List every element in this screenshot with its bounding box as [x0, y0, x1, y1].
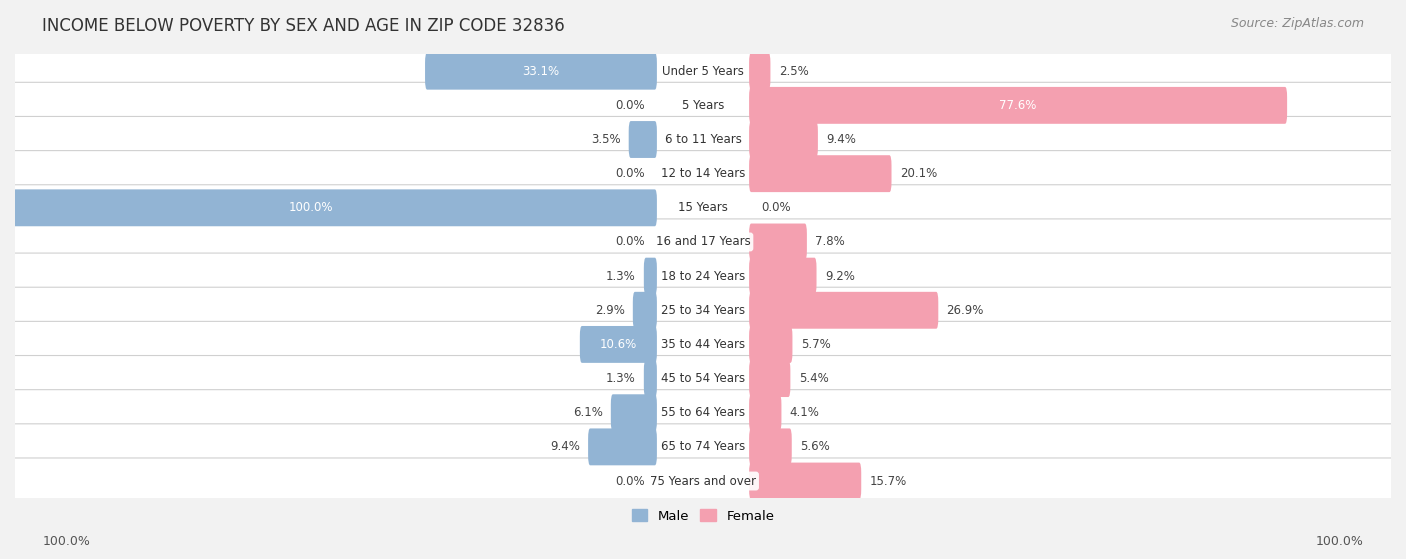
FancyBboxPatch shape	[633, 292, 657, 329]
Text: 18 to 24 Years: 18 to 24 Years	[661, 269, 745, 283]
FancyBboxPatch shape	[13, 287, 1393, 333]
Text: 0.0%: 0.0%	[614, 475, 644, 487]
Text: 3.5%: 3.5%	[591, 133, 620, 146]
FancyBboxPatch shape	[749, 428, 792, 465]
Text: 100.0%: 100.0%	[42, 535, 90, 548]
Text: 2.5%: 2.5%	[779, 65, 808, 78]
Text: 6 to 11 Years: 6 to 11 Years	[665, 133, 741, 146]
Text: 65 to 74 Years: 65 to 74 Years	[661, 440, 745, 453]
FancyBboxPatch shape	[749, 360, 790, 397]
FancyBboxPatch shape	[588, 428, 657, 465]
FancyBboxPatch shape	[749, 155, 891, 192]
Text: 33.1%: 33.1%	[523, 65, 560, 78]
Text: 0.0%: 0.0%	[614, 99, 644, 112]
FancyBboxPatch shape	[13, 424, 1393, 470]
Text: 35 to 44 Years: 35 to 44 Years	[661, 338, 745, 351]
Text: 4.1%: 4.1%	[790, 406, 820, 419]
Text: 9.4%: 9.4%	[550, 440, 579, 453]
FancyBboxPatch shape	[425, 53, 657, 89]
Text: 55 to 64 Years: 55 to 64 Years	[661, 406, 745, 419]
Text: 7.8%: 7.8%	[815, 235, 845, 248]
FancyBboxPatch shape	[644, 360, 657, 397]
FancyBboxPatch shape	[749, 326, 793, 363]
FancyBboxPatch shape	[749, 394, 782, 431]
Text: 25 to 34 Years: 25 to 34 Years	[661, 304, 745, 317]
Text: INCOME BELOW POVERTY BY SEX AND AGE IN ZIP CODE 32836: INCOME BELOW POVERTY BY SEX AND AGE IN Z…	[42, 17, 565, 35]
Text: 26.9%: 26.9%	[946, 304, 984, 317]
Text: 9.2%: 9.2%	[825, 269, 855, 283]
FancyBboxPatch shape	[749, 224, 807, 260]
Text: 100.0%: 100.0%	[1316, 535, 1364, 548]
Text: 77.6%: 77.6%	[1000, 99, 1036, 112]
FancyBboxPatch shape	[13, 458, 1393, 504]
Text: 5 Years: 5 Years	[682, 99, 724, 112]
Text: 0.0%: 0.0%	[614, 167, 644, 180]
Text: Source: ZipAtlas.com: Source: ZipAtlas.com	[1230, 17, 1364, 30]
Text: 6.1%: 6.1%	[572, 406, 603, 419]
Text: 12 to 14 Years: 12 to 14 Years	[661, 167, 745, 180]
Text: 100.0%: 100.0%	[288, 201, 333, 214]
FancyBboxPatch shape	[644, 258, 657, 295]
FancyBboxPatch shape	[13, 219, 1393, 265]
Text: 9.4%: 9.4%	[827, 133, 856, 146]
Text: 0.0%: 0.0%	[614, 235, 644, 248]
Text: 16 and 17 Years: 16 and 17 Years	[655, 235, 751, 248]
FancyBboxPatch shape	[749, 463, 862, 500]
FancyBboxPatch shape	[13, 82, 1393, 129]
Text: 15 Years: 15 Years	[678, 201, 728, 214]
Text: 2.9%: 2.9%	[595, 304, 624, 317]
FancyBboxPatch shape	[610, 394, 657, 431]
Text: 20.1%: 20.1%	[900, 167, 936, 180]
Text: 10.6%: 10.6%	[600, 338, 637, 351]
Text: 5.6%: 5.6%	[800, 440, 830, 453]
FancyBboxPatch shape	[0, 190, 657, 226]
Text: 75 Years and over: 75 Years and over	[650, 475, 756, 487]
Text: 1.3%: 1.3%	[606, 269, 636, 283]
FancyBboxPatch shape	[13, 185, 1393, 231]
Text: 15.7%: 15.7%	[869, 475, 907, 487]
Text: Under 5 Years: Under 5 Years	[662, 65, 744, 78]
FancyBboxPatch shape	[13, 321, 1393, 367]
Text: 1.3%: 1.3%	[606, 372, 636, 385]
Legend: Male, Female: Male, Female	[631, 509, 775, 523]
FancyBboxPatch shape	[13, 253, 1393, 299]
FancyBboxPatch shape	[749, 258, 817, 295]
FancyBboxPatch shape	[13, 48, 1393, 94]
FancyBboxPatch shape	[13, 150, 1393, 197]
FancyBboxPatch shape	[749, 121, 818, 158]
FancyBboxPatch shape	[579, 326, 657, 363]
FancyBboxPatch shape	[628, 121, 657, 158]
FancyBboxPatch shape	[749, 292, 938, 329]
Text: 5.7%: 5.7%	[800, 338, 831, 351]
FancyBboxPatch shape	[13, 356, 1393, 401]
Text: 0.0%: 0.0%	[762, 201, 792, 214]
FancyBboxPatch shape	[13, 390, 1393, 436]
FancyBboxPatch shape	[749, 87, 1286, 124]
FancyBboxPatch shape	[13, 116, 1393, 163]
FancyBboxPatch shape	[749, 53, 770, 89]
Text: 5.4%: 5.4%	[799, 372, 828, 385]
Text: 45 to 54 Years: 45 to 54 Years	[661, 372, 745, 385]
